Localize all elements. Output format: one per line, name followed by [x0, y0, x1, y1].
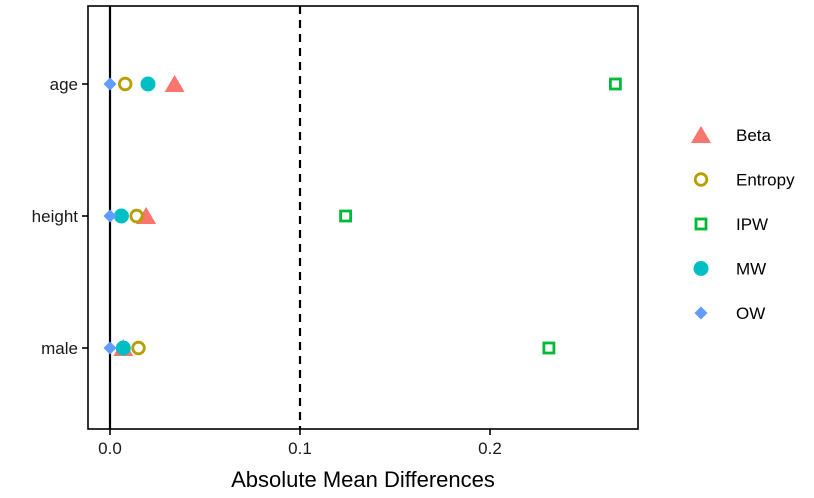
- point-ipw-male: [542, 341, 556, 355]
- point-entropy-age: [117, 76, 133, 92]
- data-marks: [103, 75, 622, 356]
- legend: Beta Entropy IPW MW OW: [691, 126, 795, 323]
- x-tick-label: 0.1: [288, 439, 312, 458]
- legend-label-ipw: IPW: [736, 215, 768, 234]
- y-axis: age height male: [32, 75, 88, 358]
- legend-label-ow: OW: [736, 304, 765, 323]
- x-axis-title: Absolute Mean Differences: [231, 467, 495, 492]
- point-ow-age: [103, 77, 117, 91]
- y-tick-label: height: [32, 207, 79, 226]
- y-tick-label: male: [41, 339, 78, 358]
- point-ipw-height: [339, 209, 353, 223]
- point-beta-age: [164, 75, 185, 92]
- point-entropy-height: [129, 208, 144, 224]
- legend-label-mw: MW: [736, 260, 766, 279]
- x-tick-label: 0.2: [478, 439, 502, 458]
- point-mw-male: [115, 340, 131, 356]
- x-axis: 0.0 0.1 0.2: [98, 429, 502, 458]
- point-entropy-male: [131, 340, 146, 356]
- y-tick-label: age: [50, 75, 78, 94]
- point-ipw-age: [609, 77, 622, 91]
- legend-key-entropy: [693, 172, 709, 187]
- legend-key-beta: [691, 126, 711, 143]
- point-mw-age: [140, 76, 156, 92]
- legend-key-mw: [693, 261, 709, 276]
- point-mw-height: [113, 208, 129, 224]
- point-ow-height: [103, 209, 117, 223]
- point-ow-male: [103, 341, 117, 355]
- legend-label-beta: Beta: [736, 126, 772, 145]
- x-tick-label: 0.0: [98, 439, 122, 458]
- plot-panel: [87, 5, 639, 430]
- legend-key-ipw: [694, 217, 708, 231]
- legend-key-ow: [694, 306, 708, 320]
- legend-label-entropy: Entropy: [736, 171, 795, 190]
